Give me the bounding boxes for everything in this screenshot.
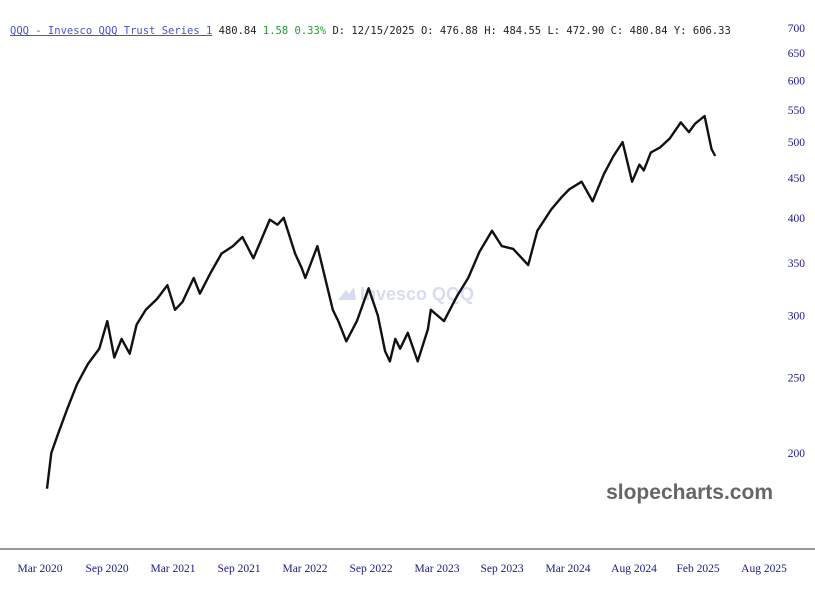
y-tick-label: 450	[788, 173, 806, 185]
y-tick-label: 550	[788, 105, 806, 117]
x-tick-label: Sep 2022	[349, 563, 392, 575]
x-tick-label: Mar 2023	[414, 563, 459, 575]
x-tick-label: Aug 2025	[741, 563, 787, 575]
x-tick-label: Mar 2022	[282, 563, 327, 575]
price-change: 1.58	[262, 25, 289, 37]
price-change-pct: 0.33%	[294, 25, 327, 37]
x-tick-label: Mar 2020	[17, 563, 62, 575]
last-price: 480.84	[218, 25, 257, 37]
x-tick-label: Sep 2021	[217, 563, 260, 575]
price-line	[45, 114, 717, 489]
y-tick-label: 250	[788, 372, 806, 384]
x-tick-label: Aug 2024	[611, 563, 657, 575]
invesco-watermark: Invesco QQQ	[338, 284, 474, 304]
y-tick-label: 600	[788, 75, 806, 87]
y-tick-label: 300	[788, 310, 806, 322]
close-value: C: 480.84	[610, 25, 668, 37]
x-tick-label: Mar 2021	[150, 563, 195, 575]
invesco-logo-icon	[338, 287, 356, 300]
site-watermark: slopecharts.com	[606, 481, 773, 504]
y-tick-label: 400	[788, 213, 806, 225]
x-tick-label: Feb 2025	[676, 563, 719, 575]
invesco-watermark-text: Invesco QQQ	[360, 284, 474, 304]
year-value: Y: 606.33	[673, 25, 731, 37]
x-tick-label: Mar 2024	[545, 563, 590, 575]
y-tick-label: 500	[788, 137, 806, 149]
open-value: O: 476.88	[420, 25, 478, 37]
x-tick-label: Sep 2023	[480, 563, 523, 575]
y-tick-label: 700	[788, 23, 806, 35]
x-tick-label: Sep 2020	[85, 563, 128, 575]
y-axis: 200 250 300 350 400 450 500 550 600 650 700	[788, 23, 806, 460]
quote-date: D: 12/15/2025	[332, 25, 415, 37]
quote-header: QQQ - Invesco QQQ Trust Series 1 480.84 …	[10, 25, 731, 37]
y-tick-label: 650	[788, 48, 806, 60]
high-value: H: 484.55	[484, 25, 542, 37]
low-value: L: 472.90	[547, 25, 605, 37]
x-axis: Mar 2020 Sep 2020 Mar 2021 Sep 2021 Mar 2022…	[17, 563, 787, 575]
ticker-link[interactable]: QQQ - Invesco QQQ Trust Series 1	[10, 25, 213, 37]
y-tick-label: 200	[788, 448, 806, 460]
y-tick-label: 350	[788, 258, 806, 270]
